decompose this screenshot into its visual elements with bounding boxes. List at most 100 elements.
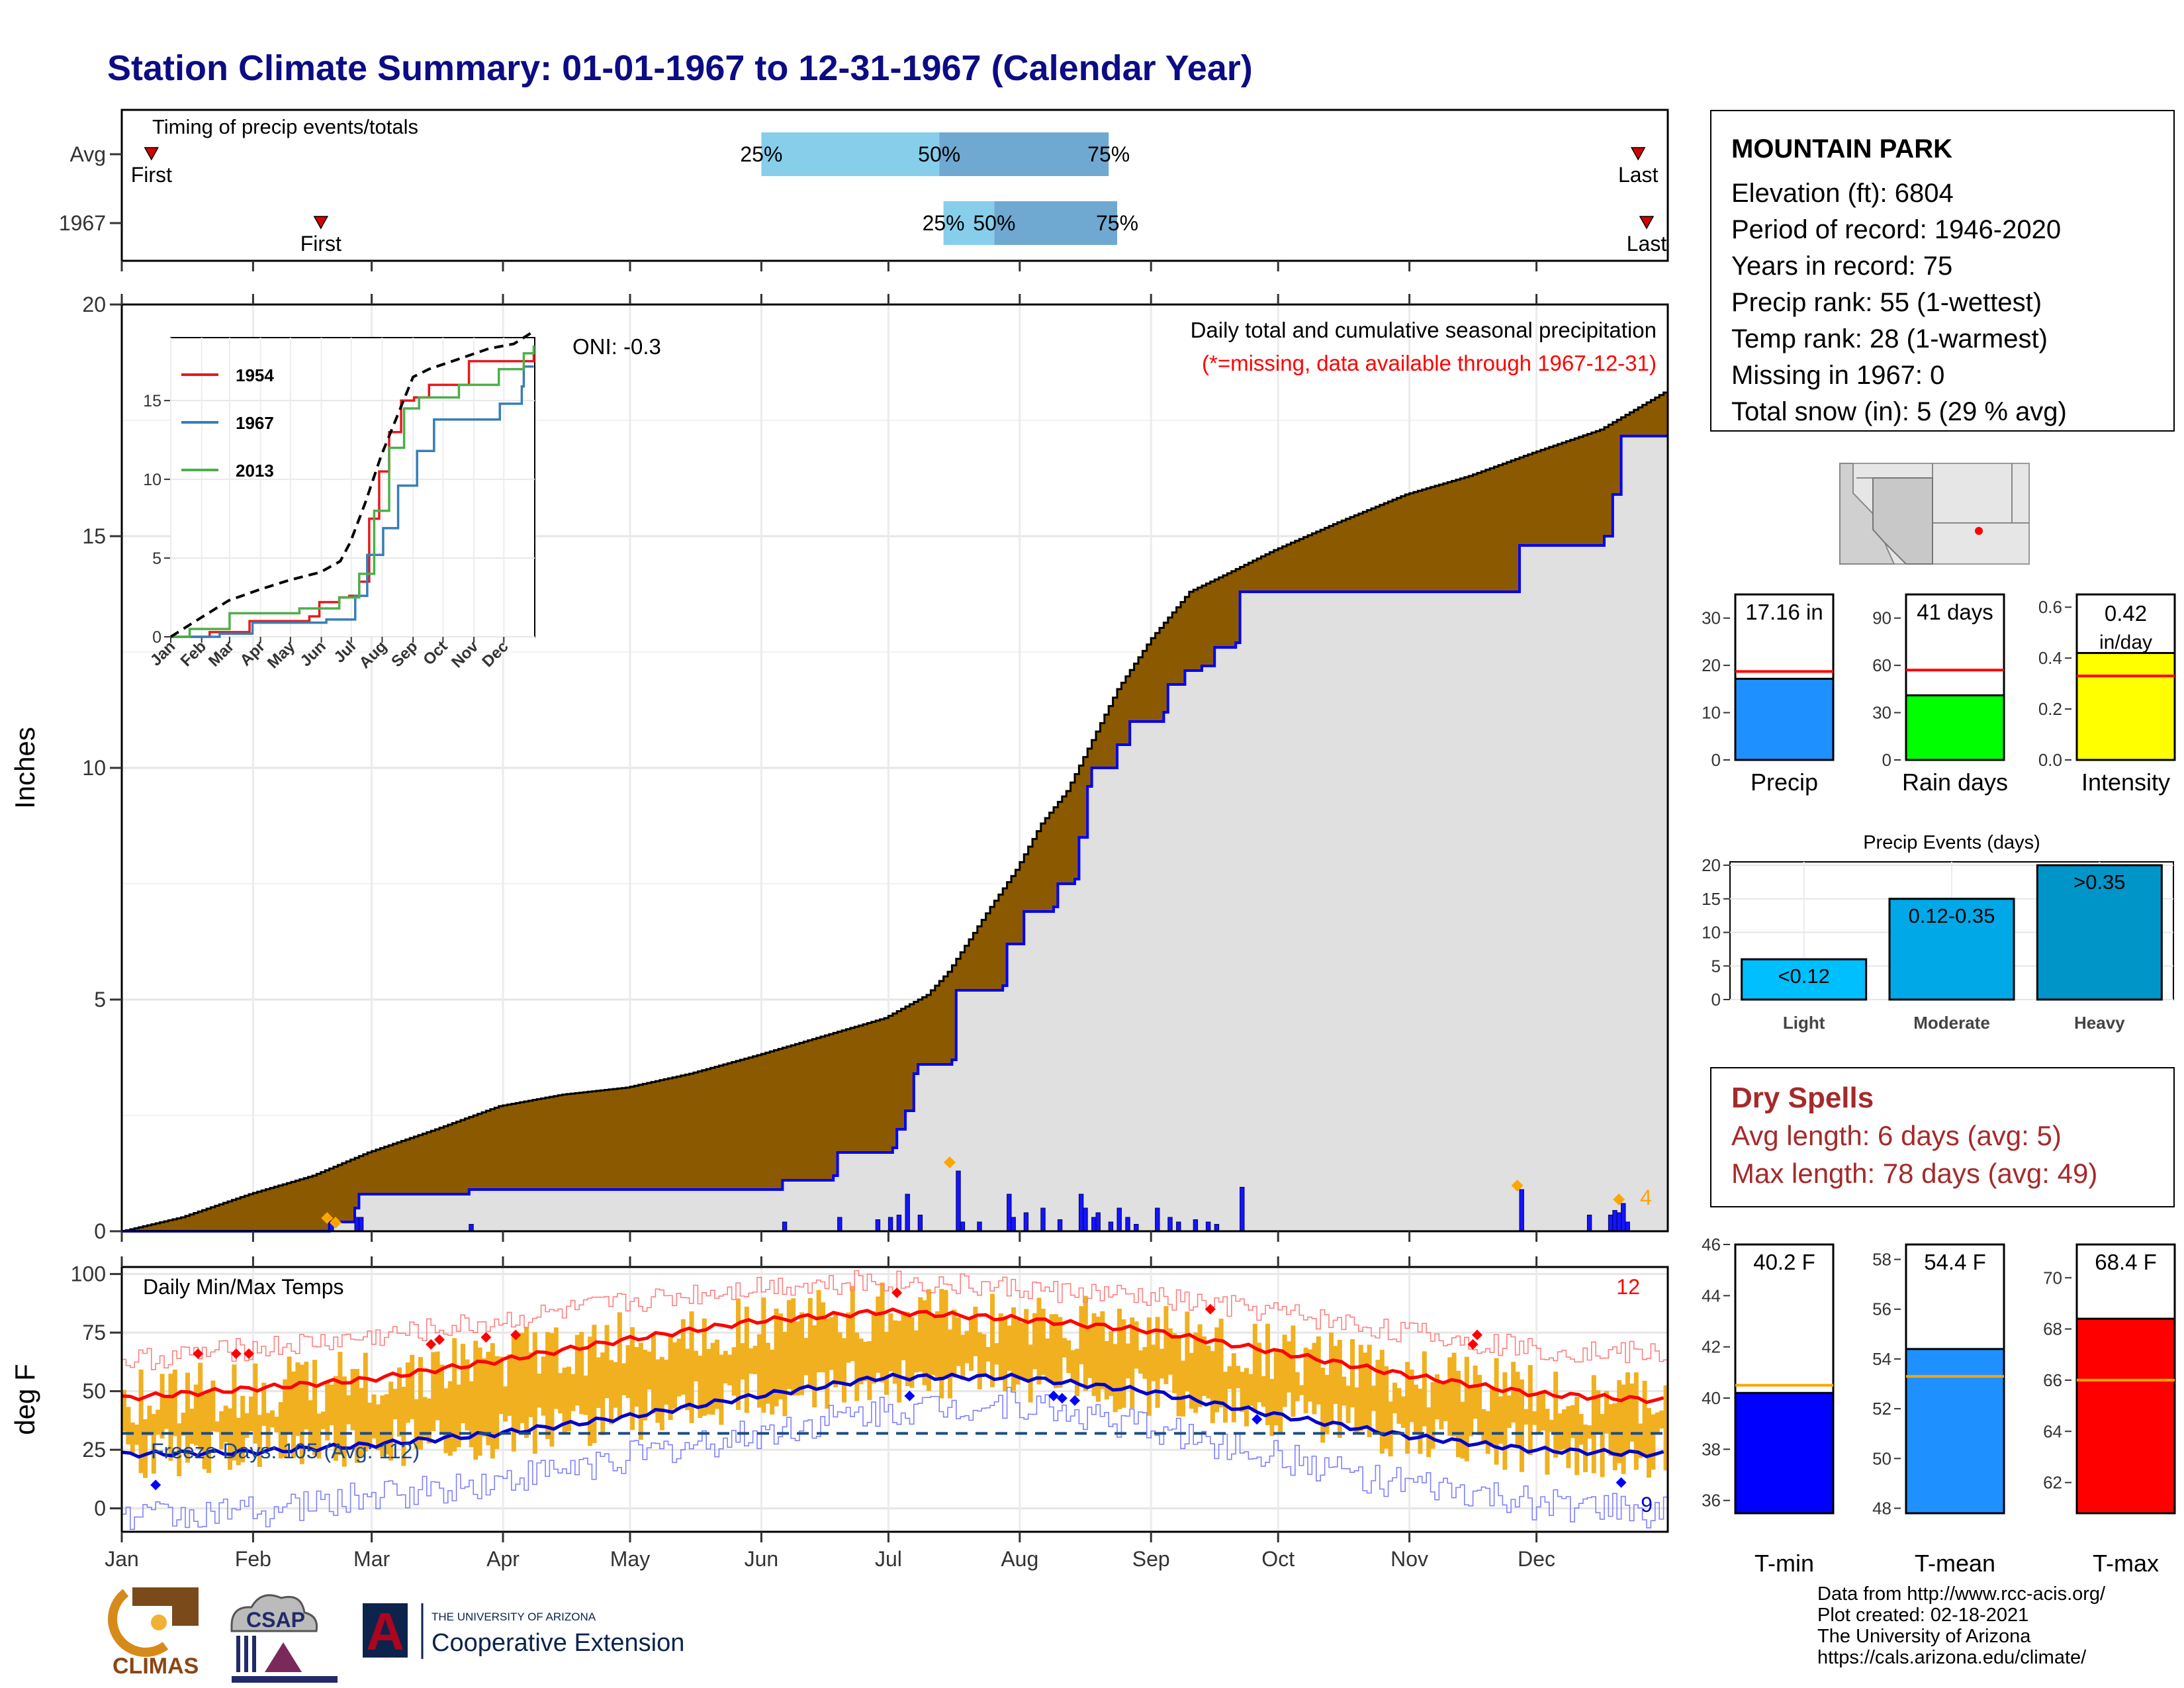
- daily-precip-bar: [1108, 1221, 1114, 1232]
- timing-first-label: First: [131, 163, 172, 187]
- daily-temp-bar: [465, 1359, 470, 1430]
- record-high-marker: [1205, 1303, 1216, 1315]
- daily-temp-bar: [1520, 1379, 1524, 1472]
- daily-temp-bar: [698, 1355, 703, 1419]
- daily-temp-bar: [588, 1336, 592, 1446]
- daily-temp-bar: [1176, 1336, 1181, 1417]
- daily-temp-bar: [537, 1374, 542, 1408]
- daily-temp-bar: [931, 1317, 936, 1376]
- daily-temp-bar: [1087, 1326, 1093, 1378]
- daily-temp-bar: [1578, 1414, 1584, 1445]
- daily-temp-bar: [1574, 1397, 1580, 1476]
- daily-temp-bar: [1655, 1412, 1660, 1434]
- daily-temp-bar: [1273, 1351, 1279, 1426]
- timing-last-marker: [1630, 147, 1646, 161]
- daily-temp-bar: [803, 1338, 809, 1376]
- summary-ytick-label: 10: [1702, 703, 1721, 723]
- daily-temp-bar: [1506, 1395, 1512, 1429]
- daily-temp-bar: [934, 1311, 940, 1378]
- precip-events-chart: 0 5 10 15 20 <0.12 Light 0.12-0.35 Moderate >0.35…: [1702, 832, 2174, 1033]
- record-low-marker: [1048, 1390, 1059, 1401]
- daily-temp-bar: [1193, 1333, 1199, 1413]
- daily-temp-bar: [384, 1394, 389, 1455]
- daily-temp-bar: [431, 1352, 436, 1432]
- daily-precip-bar: [1011, 1217, 1016, 1232]
- daily-temp-bar: [994, 1342, 999, 1365]
- daily-temp-bar: [443, 1388, 449, 1454]
- daily-temp-bar: [1367, 1344, 1372, 1438]
- daily-temp-bar: [1587, 1425, 1592, 1439]
- daily-temp-bar: [1257, 1342, 1262, 1403]
- summary-bar-t-mean: [1905, 1348, 2005, 1515]
- daily-temp-bar: [1337, 1339, 1342, 1438]
- daily-temp-bar: [1591, 1375, 1596, 1474]
- daily-temp-bar: [1384, 1366, 1389, 1449]
- events-bar-label: 0.12-0.35: [1909, 904, 1995, 927]
- daily-precip-bar: [1608, 1215, 1614, 1232]
- temp-xtick-label: Sep: [1132, 1547, 1170, 1571]
- daily-temp-bar: [1430, 1382, 1435, 1449]
- inset-ytick-label: 5: [152, 549, 161, 568]
- inset-series-2013: [171, 345, 535, 638]
- precip-ytick-label: 20: [82, 293, 106, 316]
- daily-temp-bar: [973, 1307, 978, 1356]
- summary-value-label: 54.4 F: [1924, 1250, 1986, 1274]
- oni-label: ONI: -0.3: [572, 334, 661, 359]
- daily-temp-bar: [253, 1363, 258, 1444]
- summary-bar-t-min: [1734, 1391, 1835, 1515]
- daily-temp-bar: [1358, 1344, 1363, 1431]
- temp-xtick-label: Mar: [353, 1547, 390, 1571]
- daily-temp-bar: [1218, 1319, 1224, 1407]
- daily-temp-bar: [312, 1360, 317, 1455]
- daily-precip-bar: [1091, 1217, 1097, 1232]
- station-missing: Missing in 1967: 0: [1731, 361, 1945, 390]
- daily-precip-bar: [1240, 1187, 1245, 1232]
- daily-temp-bar: [138, 1369, 144, 1474]
- timing-bar-upper: [939, 132, 1109, 176]
- daily-temp-bar: [1443, 1383, 1448, 1421]
- summary-axis-label: T-mean: [1915, 1550, 1995, 1577]
- daily-temp-bar: [600, 1352, 606, 1436]
- temp-panel: 0 25 50 75 100 Jan Feb Mar Apr May Jun Jul Aug Sep Oct…: [9, 1256, 1669, 1571]
- daily-temp-bar: [1604, 1391, 1609, 1434]
- daily-temp-bar: [884, 1331, 889, 1395]
- daily-temp-bar: [774, 1308, 779, 1407]
- daily-precip-bar: [1621, 1203, 1626, 1232]
- summary-ytick-label: 30: [1702, 608, 1721, 628]
- daily-temp-bar: [596, 1357, 601, 1408]
- daily-precip-bar: [837, 1217, 842, 1232]
- daily-temp-bar: [799, 1312, 804, 1395]
- daily-temp-bar: [964, 1331, 970, 1364]
- precip-ylabel: Inches: [9, 727, 40, 809]
- daily-temp-bar: [574, 1335, 580, 1406]
- daily-temp-bar: [647, 1351, 652, 1390]
- daily-temp-bar: [151, 1414, 156, 1474]
- daily-temp-bar: [664, 1360, 669, 1405]
- daily-temp-bar: [909, 1317, 915, 1388]
- precip-ytick-label: 10: [82, 756, 106, 780]
- daily-temp-bar: [1134, 1321, 1139, 1369]
- daily-temp-bar: [435, 1351, 440, 1421]
- events-ytick-label: 20: [1702, 855, 1721, 875]
- daily-temp-bar: [172, 1369, 177, 1436]
- daily-temp-bar: [278, 1402, 283, 1459]
- summary-value-label: 0.42: [2105, 601, 2147, 626]
- daily-temp-bar: [1142, 1346, 1148, 1379]
- daily-temp-bar: [858, 1338, 864, 1385]
- summary-ytick-label: 58: [1872, 1250, 1891, 1270]
- temp-xtick-label: Apr: [486, 1547, 520, 1571]
- temp-axis: 0 25 50 75 100 Jan Feb Mar Apr May Jun Jul Aug Sep Oct…: [71, 1256, 1555, 1571]
- daily-temp-bar: [1663, 1385, 1668, 1471]
- daily-temp-bar: [1494, 1358, 1499, 1465]
- daily-temp-bar: [304, 1362, 309, 1430]
- daily-temp-bar: [1261, 1376, 1266, 1407]
- daily-temp-bar: [1138, 1350, 1143, 1374]
- daily-temp-bar: [621, 1363, 627, 1395]
- daily-temp-bar: [689, 1311, 694, 1423]
- daily-temp-bar: [219, 1411, 224, 1450]
- daily-temp-bar: [422, 1397, 428, 1437]
- daily-temp-bar: [461, 1343, 465, 1423]
- daily-temp-bar: [1269, 1379, 1275, 1436]
- record-precip-marker: [1613, 1194, 1625, 1205]
